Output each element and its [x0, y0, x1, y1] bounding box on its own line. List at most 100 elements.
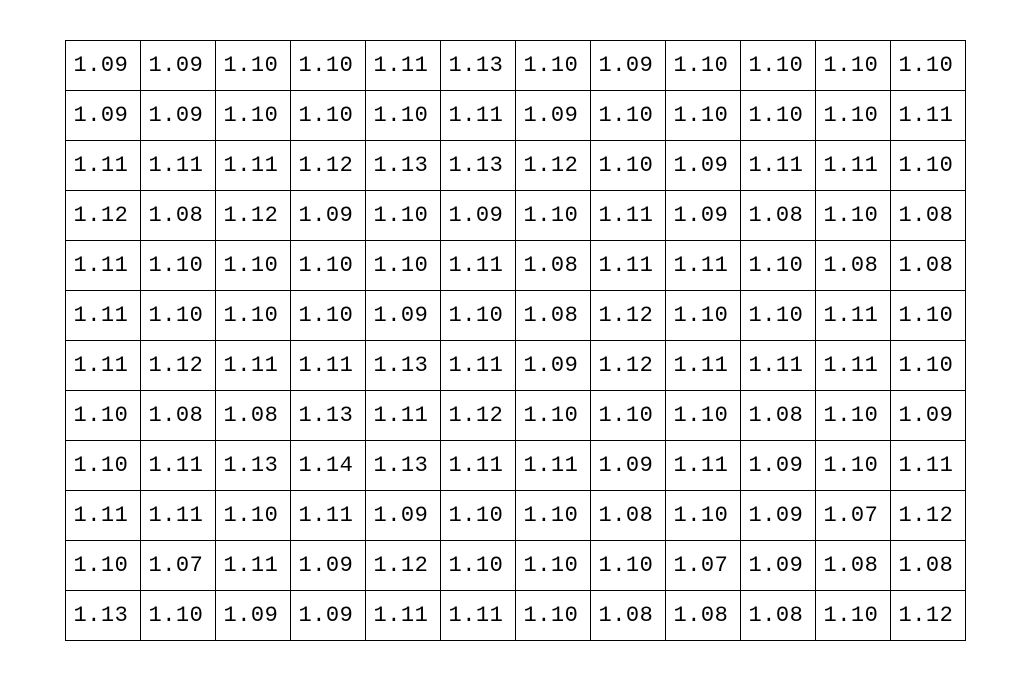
table-cell: 1.12 [215, 190, 290, 240]
table-cell: 1.08 [890, 240, 965, 290]
table-cell: 1.09 [590, 440, 665, 490]
table-cell: 1.10 [140, 240, 215, 290]
table-cell: 1.13 [365, 140, 440, 190]
table-cell: 1.10 [665, 490, 740, 540]
table-cell: 1.10 [590, 90, 665, 140]
table-row: 1.11 1.11 1.10 1.11 1.09 1.10 1.10 1.08 … [65, 490, 965, 540]
table-cell: 1.08 [515, 290, 590, 340]
table-cell: 1.11 [215, 340, 290, 390]
table-row: 1.13 1.10 1.09 1.09 1.11 1.11 1.10 1.08 … [65, 590, 965, 640]
table-cell: 1.13 [65, 590, 140, 640]
table-cell: 1.09 [440, 190, 515, 240]
table-cell: 1.10 [365, 90, 440, 140]
table-cell: 1.11 [590, 240, 665, 290]
table-cell: 1.12 [515, 140, 590, 190]
table-row: 1.11 1.11 1.11 1.12 1.13 1.13 1.12 1.10 … [65, 140, 965, 190]
table-cell: 1.10 [65, 540, 140, 590]
table-cell: 1.10 [140, 590, 215, 640]
table-cell: 1.10 [215, 490, 290, 540]
table-cell: 1.08 [590, 590, 665, 640]
table-cell: 1.11 [140, 440, 215, 490]
table-cell: 1.08 [890, 190, 965, 240]
table-cell: 1.11 [440, 590, 515, 640]
table-cell: 1.11 [890, 440, 965, 490]
table-cell: 1.10 [515, 40, 590, 90]
table-cell: 1.09 [740, 490, 815, 540]
table-cell: 1.12 [365, 540, 440, 590]
table-cell: 1.09 [140, 40, 215, 90]
table-cell: 1.11 [440, 240, 515, 290]
table-cell: 1.10 [365, 190, 440, 240]
table-cell: 1.11 [440, 340, 515, 390]
table-cell: 1.09 [740, 540, 815, 590]
table-cell: 1.09 [665, 190, 740, 240]
table-cell: 1.10 [515, 190, 590, 240]
table-row: 1.09 1.09 1.10 1.10 1.11 1.13 1.10 1.09 … [65, 40, 965, 90]
data-table: 1.09 1.09 1.10 1.10 1.11 1.13 1.10 1.09 … [65, 40, 966, 641]
table-cell: 1.07 [665, 540, 740, 590]
table-cell: 1.11 [740, 140, 815, 190]
table-cell: 1.11 [365, 390, 440, 440]
table-row: 1.11 1.10 1.10 1.10 1.09 1.10 1.08 1.12 … [65, 290, 965, 340]
table-cell: 1.09 [140, 90, 215, 140]
table-cell: 1.10 [665, 40, 740, 90]
table-cell: 1.09 [365, 490, 440, 540]
table-cell: 1.10 [890, 340, 965, 390]
table-cell: 1.08 [890, 540, 965, 590]
table-cell: 1.09 [65, 90, 140, 140]
table-cell: 1.11 [140, 490, 215, 540]
table-cell: 1.08 [815, 540, 890, 590]
table-cell: 1.11 [215, 140, 290, 190]
table-cell: 1.10 [440, 290, 515, 340]
table-cell: 1.11 [740, 340, 815, 390]
table-cell: 1.12 [890, 490, 965, 540]
table-cell: 1.08 [140, 390, 215, 440]
table-cell: 1.10 [515, 390, 590, 440]
table-cell: 1.09 [215, 590, 290, 640]
table-cell: 1.11 [515, 440, 590, 490]
table-body: 1.09 1.09 1.10 1.10 1.11 1.13 1.10 1.09 … [65, 40, 965, 640]
table-cell: 1.08 [665, 590, 740, 640]
table-cell: 1.10 [665, 390, 740, 440]
table-cell: 1.09 [515, 340, 590, 390]
table-cell: 1.08 [515, 240, 590, 290]
table-cell: 1.12 [65, 190, 140, 240]
table-row: 1.12 1.08 1.12 1.09 1.10 1.09 1.10 1.11 … [65, 190, 965, 240]
table-cell: 1.11 [140, 140, 215, 190]
table-cell: 1.10 [590, 390, 665, 440]
table-cell: 1.13 [365, 440, 440, 490]
table-cell: 1.08 [140, 190, 215, 240]
table-cell: 1.10 [815, 40, 890, 90]
table-cell: 1.11 [290, 340, 365, 390]
table-cell: 1.09 [740, 440, 815, 490]
table-cell: 1.12 [590, 290, 665, 340]
table-cell: 1.10 [815, 190, 890, 240]
table-cell: 1.13 [440, 40, 515, 90]
table-cell: 1.10 [890, 290, 965, 340]
table-cell: 1.09 [890, 390, 965, 440]
table-cell: 1.09 [590, 40, 665, 90]
table-cell: 1.10 [515, 540, 590, 590]
table-cell: 1.11 [215, 540, 290, 590]
table-cell: 1.10 [890, 40, 965, 90]
table-cell: 1.13 [215, 440, 290, 490]
table-cell: 1.10 [815, 390, 890, 440]
table-cell: 1.10 [440, 490, 515, 540]
table-cell: 1.10 [290, 90, 365, 140]
table-cell: 1.12 [290, 140, 365, 190]
table-cell: 1.11 [290, 490, 365, 540]
table-cell: 1.14 [290, 440, 365, 490]
table-row: 1.09 1.09 1.10 1.10 1.10 1.11 1.09 1.10 … [65, 90, 965, 140]
table-cell: 1.10 [215, 90, 290, 140]
table-cell: 1.10 [515, 490, 590, 540]
table-cell: 1.12 [140, 340, 215, 390]
table-row: 1.11 1.12 1.11 1.11 1.13 1.11 1.09 1.12 … [65, 340, 965, 390]
table-cell: 1.10 [365, 240, 440, 290]
table-cell: 1.11 [365, 590, 440, 640]
table-cell: 1.12 [890, 590, 965, 640]
table-cell: 1.10 [815, 590, 890, 640]
table-cell: 1.10 [665, 90, 740, 140]
table-cell: 1.09 [290, 590, 365, 640]
table-cell: 1.11 [65, 240, 140, 290]
table-cell: 1.11 [665, 440, 740, 490]
